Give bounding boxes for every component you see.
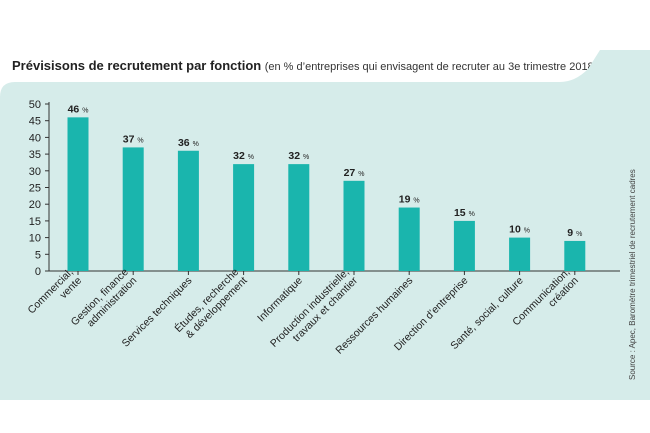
bar [288,164,310,271]
bar [122,147,144,271]
y-tick-label: 0 [35,266,41,278]
y-tick-label: 15 [29,216,41,228]
y-tick-label: 50 [29,99,41,111]
bar [177,150,199,271]
bar [67,117,89,271]
y-tick-label: 45 [29,116,41,128]
chart-title: Prévisisons de recrutement par fonction … [12,58,612,73]
y-tick-label: 10 [29,233,41,245]
y-tick-label: 35 [29,149,41,161]
y-tick-label: 30 [29,166,41,178]
chart-bars [67,117,586,275]
y-tick-label: 25 [29,183,41,195]
y-tick-label: 5 [35,249,41,261]
chart-title-main: Prévisisons de recrutement par fonction [12,58,262,73]
bar [233,164,255,271]
bar [398,207,420,271]
chart-panel-background [0,50,650,400]
y-tick-label: 20 [29,199,41,211]
bar [453,220,475,271]
bar [564,240,586,271]
chart-value-labels: 46 %37 % 36 %32 % 32 %27 %19 %15 %10 % 9 % [68,103,583,239]
bar [343,180,365,271]
bar [509,237,531,271]
chart-title-subtitle: (en % d’entreprises qui envisagent de re… [264,61,598,73]
source-note: Source : Apec, Baromètre trimestriel de … [628,169,637,380]
y-tick-label: 40 [29,132,41,144]
